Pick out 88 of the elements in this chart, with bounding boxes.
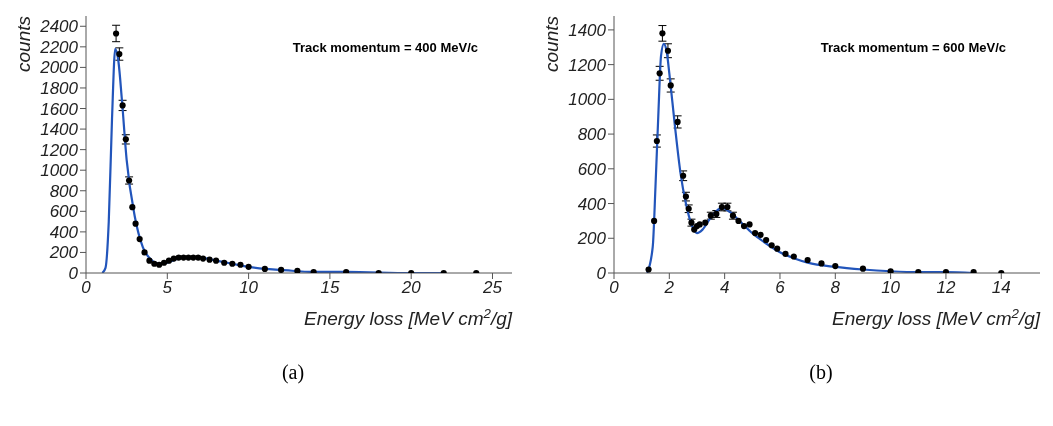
point	[212, 257, 220, 264]
y-tick-label: 1400	[40, 120, 79, 140]
point	[651, 217, 658, 224]
point	[746, 221, 753, 228]
point	[790, 253, 797, 260]
point	[887, 268, 894, 273]
point	[141, 249, 148, 256]
y-tick-label: 600	[577, 159, 607, 179]
y-tick-label: 1000	[568, 90, 607, 110]
point	[206, 256, 213, 263]
x-tick-label: 10	[239, 278, 259, 298]
y-tick-label: 1200	[568, 55, 607, 75]
point	[751, 229, 759, 237]
point	[763, 236, 770, 244]
y-tick-label: 2400	[39, 17, 79, 37]
point	[804, 256, 811, 264]
x-tick-label: 15	[320, 278, 340, 298]
y-tick-label: 200	[576, 229, 607, 249]
x-tick-label: 20	[400, 278, 422, 298]
point	[221, 259, 228, 266]
point	[170, 255, 177, 262]
x-tick-label: 14	[991, 278, 1011, 298]
point	[667, 82, 674, 89]
point	[229, 260, 236, 267]
y-tick-label: 2000	[39, 58, 79, 78]
point	[112, 30, 120, 37]
point	[160, 259, 168, 266]
point	[132, 220, 139, 227]
point	[645, 266, 652, 273]
point	[195, 254, 202, 261]
point	[818, 260, 825, 267]
x-tick-label: 12	[936, 278, 956, 298]
y-tick-label: 1400	[568, 20, 607, 40]
point	[245, 263, 252, 270]
point	[294, 267, 301, 273]
text: (a)	[280, 361, 306, 384]
y-tick-label: 0	[596, 264, 607, 284]
y-tick-label: 400	[49, 222, 79, 242]
point	[735, 217, 742, 224]
annotation: Track momentum = 600 MeV/c	[820, 40, 1006, 55]
point	[129, 204, 136, 211]
x-axis-title: Energy loss [MeV cm$^{2}$/g]	[831, 305, 1041, 329]
y-tick-label: 1200	[40, 140, 79, 160]
y-tick-label: 0	[68, 264, 79, 284]
y-axis-title: counts	[541, 15, 562, 72]
y-tick-label: 200	[48, 243, 79, 263]
x-tick-label: 6	[775, 278, 786, 298]
y-tick-label: 1800	[40, 78, 79, 98]
x-tick-label: 8	[830, 278, 841, 298]
point	[656, 70, 663, 77]
y-tick-label: 800	[577, 125, 607, 145]
point	[659, 30, 666, 37]
point	[310, 268, 317, 273]
point	[774, 245, 781, 252]
y-tick-label: 800	[49, 181, 79, 201]
point	[702, 219, 709, 226]
y-axis-title: counts	[13, 15, 34, 72]
point	[740, 223, 748, 230]
point	[237, 261, 244, 268]
x-axis-title: Energy loss [MeV cm$^{2}$/g]	[303, 305, 513, 329]
x-tick-label: 25	[482, 278, 503, 298]
point	[199, 255, 207, 262]
x-tick-label: 10	[881, 278, 901, 298]
point	[261, 265, 268, 272]
y-tick-label: 2200	[39, 37, 79, 57]
point	[165, 257, 173, 264]
y-tick-label: 400	[577, 194, 607, 214]
point	[859, 265, 867, 272]
y-tick-label: 1600	[40, 99, 79, 119]
x-tick-label: 5	[162, 278, 173, 298]
point	[664, 47, 672, 54]
text: (b)	[808, 361, 834, 384]
point	[156, 261, 163, 268]
point	[136, 235, 143, 243]
point	[757, 231, 764, 238]
x-tick-label: 2	[663, 278, 675, 298]
x-tick-label: 0	[81, 278, 92, 298]
annotation: Track momentum = 400 MeV/c	[292, 40, 478, 55]
y-tick-label: 1000	[40, 161, 79, 181]
x-tick-label: 0	[609, 278, 620, 298]
point	[278, 266, 285, 273]
point	[832, 262, 839, 270]
point	[782, 250, 789, 257]
x-tick-label: 4	[719, 278, 730, 298]
point	[146, 257, 153, 264]
y-tick-label: 600	[49, 202, 79, 222]
point	[768, 242, 775, 249]
point	[343, 268, 350, 273]
